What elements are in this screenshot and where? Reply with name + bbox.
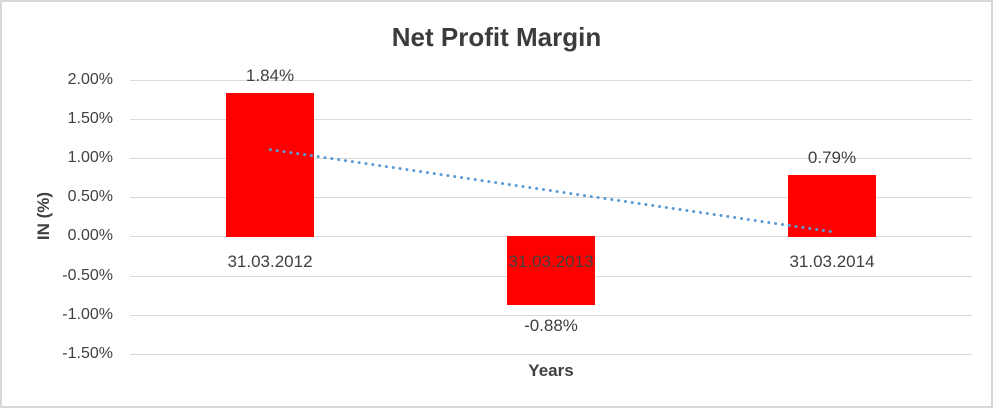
category-label: 31.03.2014	[789, 252, 875, 271]
category-label: 31.03.2012	[227, 252, 313, 271]
bar-31.03.2012	[226, 93, 314, 237]
gridline	[130, 119, 972, 120]
y-axis-tick-label: 1.00%	[67, 149, 113, 166]
bar-31.03.2013	[507, 236, 595, 305]
category-label: 31.03.2013	[508, 252, 594, 271]
y-axis-tick-label: -1.00%	[62, 306, 113, 323]
data-label: 0.79%	[807, 148, 857, 167]
y-axis-tick-label: -0.50%	[62, 267, 113, 284]
bar-31.03.2014	[788, 175, 876, 237]
y-axis-tick-label: 0.50%	[67, 188, 113, 205]
chart-title: Net Profit Margin	[391, 22, 602, 52]
y-axis-tick-label: 2.00%	[67, 71, 113, 88]
y-axis-tick-label: 0.00%	[67, 227, 113, 244]
gridline	[130, 80, 972, 81]
x-axis-title: Years	[528, 361, 574, 380]
gridline	[130, 315, 972, 316]
data-label: 1.84%	[245, 66, 295, 85]
gridline	[130, 354, 972, 355]
data-label: -0.88%	[524, 316, 578, 335]
y-axis-title: IN (%)	[34, 191, 53, 241]
y-axis-tick-label: -1.50%	[62, 345, 113, 362]
y-axis-tick-label: 1.50%	[67, 110, 113, 127]
